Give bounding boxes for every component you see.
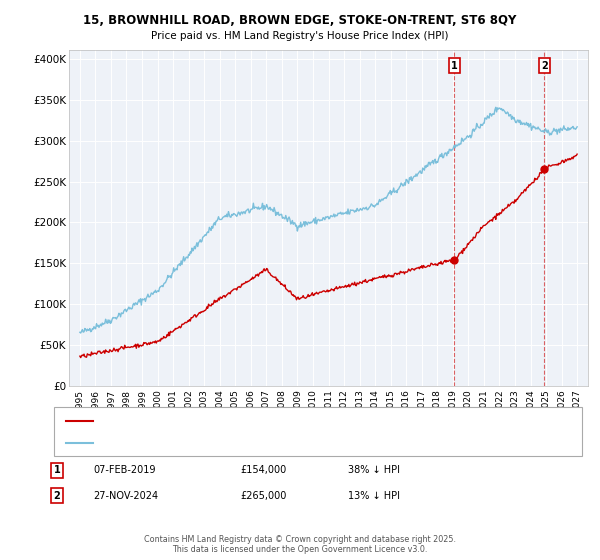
Text: HPI: Average price, detached house, Staffordshire Moorlands: HPI: Average price, detached house, Staf… <box>99 438 362 447</box>
Text: 1: 1 <box>53 465 61 475</box>
Text: 07-FEB-2019: 07-FEB-2019 <box>93 465 155 475</box>
Text: 15, BROWNHILL ROAD, BROWN EDGE, STOKE-ON-TRENT, ST6 8QY (detached house): 15, BROWNHILL ROAD, BROWN EDGE, STOKE-ON… <box>99 417 464 426</box>
Text: 2: 2 <box>53 491 61 501</box>
Text: 2: 2 <box>541 60 548 71</box>
Text: 15, BROWNHILL ROAD, BROWN EDGE, STOKE-ON-TRENT, ST6 8QY: 15, BROWNHILL ROAD, BROWN EDGE, STOKE-ON… <box>83 14 517 27</box>
Text: £265,000: £265,000 <box>240 491 286 501</box>
Text: 13% ↓ HPI: 13% ↓ HPI <box>348 491 400 501</box>
Text: Price paid vs. HM Land Registry's House Price Index (HPI): Price paid vs. HM Land Registry's House … <box>151 31 449 41</box>
Text: 27-NOV-2024: 27-NOV-2024 <box>93 491 158 501</box>
Text: £154,000: £154,000 <box>240 465 286 475</box>
Text: 38% ↓ HPI: 38% ↓ HPI <box>348 465 400 475</box>
Text: 1: 1 <box>451 60 458 71</box>
Text: Contains HM Land Registry data © Crown copyright and database right 2025.
This d: Contains HM Land Registry data © Crown c… <box>144 535 456 554</box>
